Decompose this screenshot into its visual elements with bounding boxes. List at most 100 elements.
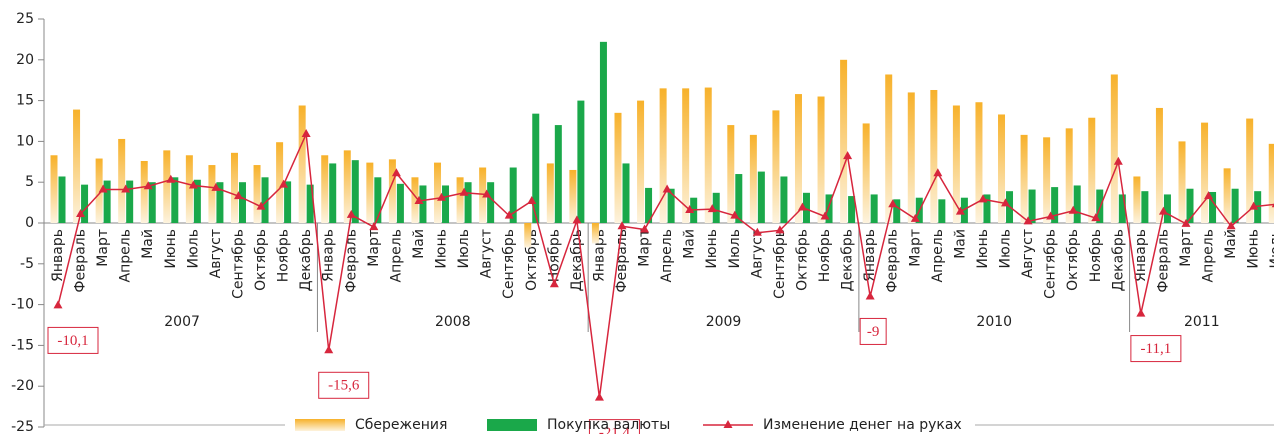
line-marker xyxy=(1181,218,1191,227)
x-tick-label: Март xyxy=(907,229,923,267)
bar xyxy=(509,167,517,223)
bar xyxy=(1186,188,1194,223)
x-tick-label: Октябрь xyxy=(794,229,810,291)
bar xyxy=(848,196,856,223)
bar xyxy=(960,197,968,223)
bar xyxy=(343,150,351,223)
line-marker xyxy=(1204,191,1214,200)
bar xyxy=(1155,107,1163,223)
x-tick-label: Январь xyxy=(50,229,66,282)
bar xyxy=(659,88,667,223)
bar xyxy=(374,177,382,223)
bar xyxy=(1110,74,1118,223)
y-tick-label: 25 xyxy=(16,11,34,27)
line-marker xyxy=(797,202,807,211)
line-marker xyxy=(391,168,401,177)
y-tick-label: 20 xyxy=(16,52,34,68)
bar xyxy=(569,169,577,223)
bar xyxy=(479,167,487,223)
line-marker xyxy=(594,392,604,401)
line-marker xyxy=(820,211,830,220)
bar xyxy=(975,102,983,223)
x-tick-label: Июль xyxy=(456,229,472,268)
bar xyxy=(1088,117,1096,223)
bar xyxy=(1223,168,1231,223)
data-label-box xyxy=(318,371,370,399)
x-tick-label: Июнь xyxy=(975,229,991,269)
bar xyxy=(704,87,712,223)
bar xyxy=(862,123,870,223)
line-marker xyxy=(482,189,492,198)
line-marker xyxy=(121,184,131,193)
bar xyxy=(577,100,585,223)
x-tick-label: Февраль xyxy=(73,229,89,293)
line-marker xyxy=(188,180,198,189)
data-label: -10,1 xyxy=(57,333,88,349)
bar xyxy=(885,74,893,223)
line-marker xyxy=(752,227,762,236)
x-tick-label: Ноябрь xyxy=(546,229,562,282)
line-marker xyxy=(955,206,965,215)
data-label: -9 xyxy=(867,324,880,340)
bar xyxy=(1163,194,1171,223)
bar xyxy=(163,150,171,223)
bar xyxy=(73,109,81,223)
line-marker xyxy=(572,215,582,224)
bar xyxy=(464,182,472,223)
line-marker xyxy=(414,195,424,204)
bar xyxy=(802,192,810,223)
bar xyxy=(1051,187,1059,223)
bar xyxy=(1065,128,1073,223)
bar xyxy=(1073,185,1081,223)
x-tick-label: Декабрь xyxy=(1110,229,1126,291)
line-marker xyxy=(346,209,356,218)
bar xyxy=(306,184,314,223)
bar xyxy=(591,223,599,244)
line-marker xyxy=(53,300,63,309)
bar xyxy=(524,223,532,248)
line-marker xyxy=(369,222,379,231)
bar xyxy=(637,100,645,223)
bar xyxy=(456,177,464,223)
line-marker xyxy=(233,191,243,200)
line-marker xyxy=(98,184,108,193)
x-tick-label: Август xyxy=(208,229,224,278)
year-label: 2007 xyxy=(164,314,200,330)
data-label-box xyxy=(47,326,99,354)
data-label: -15,6 xyxy=(328,378,360,394)
bar xyxy=(442,185,450,223)
x-tick-label: Сентябрь xyxy=(501,229,517,299)
bar xyxy=(171,177,179,223)
bar xyxy=(298,105,306,223)
x-tick-label: Февраль xyxy=(614,229,630,293)
year-label: 2010 xyxy=(976,314,1012,330)
bar xyxy=(554,125,562,223)
legend-swatch xyxy=(295,419,345,431)
bar xyxy=(893,199,901,223)
year-label: 2011 xyxy=(1184,314,1220,330)
x-tick-label: Март xyxy=(1178,229,1194,267)
bar xyxy=(81,184,89,223)
bar xyxy=(351,160,359,223)
bar xyxy=(95,158,103,223)
bar xyxy=(599,41,607,224)
bar xyxy=(930,89,938,223)
line-marker xyxy=(843,151,853,160)
x-tick-label: Май xyxy=(140,229,156,259)
bar xyxy=(1141,191,1149,223)
line-marker xyxy=(933,168,943,177)
line-marker xyxy=(76,209,86,218)
y-tick-label: -5 xyxy=(20,256,34,272)
bar xyxy=(148,182,156,223)
line-marker xyxy=(617,221,627,230)
bar xyxy=(1028,189,1036,223)
line-marker xyxy=(279,179,289,188)
bar xyxy=(817,96,825,223)
x-tick-label: Ноябрь xyxy=(1088,229,1104,282)
bar xyxy=(434,162,442,223)
x-tick-label: Май xyxy=(411,229,427,259)
x-tick-label: Январь xyxy=(1133,229,1149,282)
line-marker xyxy=(730,210,740,219)
bar xyxy=(794,94,802,224)
